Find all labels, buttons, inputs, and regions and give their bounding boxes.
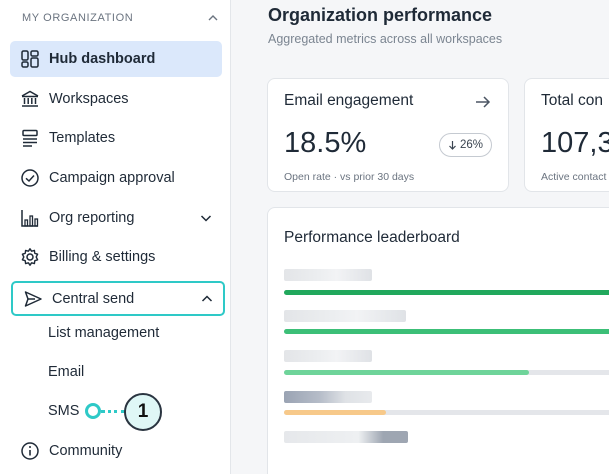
sidebar-item-campaign-approval[interactable]: Campaign approval — [10, 160, 222, 196]
redacted-row-label — [284, 269, 372, 281]
sidebar-item-hub-dashboard[interactable]: Hub dashboard — [10, 41, 222, 77]
delta-value: 26% — [459, 139, 483, 151]
gear-icon — [20, 247, 40, 267]
sidebar-item-label: Hub dashboard — [49, 51, 156, 67]
leaderboard-bar — [284, 370, 529, 375]
card-title: Total con — [541, 92, 604, 109]
info-icon — [20, 441, 40, 461]
callout-connector — [101, 410, 125, 413]
card-title: Email engagement — [284, 92, 414, 109]
sidebar-item-billing-settings[interactable]: Billing & settings — [10, 239, 222, 275]
callout-dot — [85, 403, 101, 419]
sidebar-item-label: Org reporting — [49, 210, 135, 226]
dashboard-icon — [20, 49, 40, 69]
email-engagement-card[interactable]: Email engagement 18.5% 26% Open rate · v… — [267, 78, 509, 192]
sidebar-item-workspaces[interactable]: Workspaces — [10, 81, 222, 117]
arrow-right-icon[interactable] — [474, 93, 492, 111]
sidebar-item-org-reporting[interactable]: Org reporting — [10, 200, 222, 236]
card-caption: Active contact — [541, 171, 607, 183]
redacted-row-label — [284, 431, 408, 443]
card-caption: Open rate · vs prior 30 days — [284, 171, 415, 183]
section-header[interactable]: MY ORGANIZATION — [22, 12, 218, 24]
leaderboard-bar — [284, 290, 609, 295]
redacted-row-label — [284, 391, 372, 403]
sidebar-item-label: Workspaces — [49, 91, 129, 107]
bank-icon — [20, 89, 40, 109]
sidebar-item-label: Billing & settings — [49, 249, 156, 265]
send-icon — [23, 289, 43, 309]
sidebar-item-templates[interactable]: Templates — [10, 120, 222, 156]
sidebar-item-label: Campaign approval — [49, 170, 175, 186]
leaderboard-bar — [284, 329, 609, 334]
sidebar-subitem-sms[interactable]: SMS — [48, 403, 80, 419]
callout-badge: 1 — [124, 393, 162, 431]
template-icon — [20, 128, 40, 148]
sidebar-subitem-list-management[interactable]: List management — [48, 325, 160, 341]
arrow-down-icon — [449, 141, 456, 150]
check-circle-icon — [20, 168, 40, 188]
metric-value: 18.5% — [284, 127, 367, 159]
chevron-up-icon — [208, 15, 218, 21]
sidebar-item-label: Templates — [49, 130, 116, 146]
sidebar-item-label: Community — [49, 443, 123, 459]
sidebar: MY ORGANIZATION Hub dashboard Workspaces… — [0, 0, 231, 474]
metric-value: 107,31 — [541, 127, 609, 159]
chevron-up-icon — [201, 295, 213, 302]
chart-icon — [20, 208, 40, 228]
leaderboard-bar-track — [284, 370, 609, 375]
leaderboard-bar-track — [284, 329, 609, 334]
main-content: Organization performance Aggregated metr… — [232, 0, 609, 474]
leaderboard-title: Performance leaderboard — [284, 229, 460, 246]
performance-leaderboard-card: Performance leaderboard — [267, 207, 609, 474]
leaderboard-bar — [284, 410, 386, 415]
sidebar-subitem-email[interactable]: Email — [48, 364, 85, 380]
redacted-row-label — [284, 310, 406, 322]
leaderboard-bar-track — [284, 410, 609, 415]
sidebar-item-community[interactable]: Community — [10, 433, 222, 469]
chevron-down-icon — [200, 215, 212, 222]
delta-badge: 26% — [438, 133, 492, 157]
total-contacts-card[interactable]: Total con 107,31 Active contact — [524, 78, 609, 192]
section-title: MY ORGANIZATION — [22, 12, 134, 24]
sidebar-item-central-send[interactable]: Central send — [11, 281, 225, 316]
sidebar-item-label: Central send — [52, 290, 135, 307]
page-subtitle: Aggregated metrics across all workspaces — [268, 32, 503, 46]
page-title: Organization performance — [268, 5, 493, 25]
leaderboard-bar-track — [284, 290, 609, 295]
redacted-row-label — [284, 350, 372, 362]
